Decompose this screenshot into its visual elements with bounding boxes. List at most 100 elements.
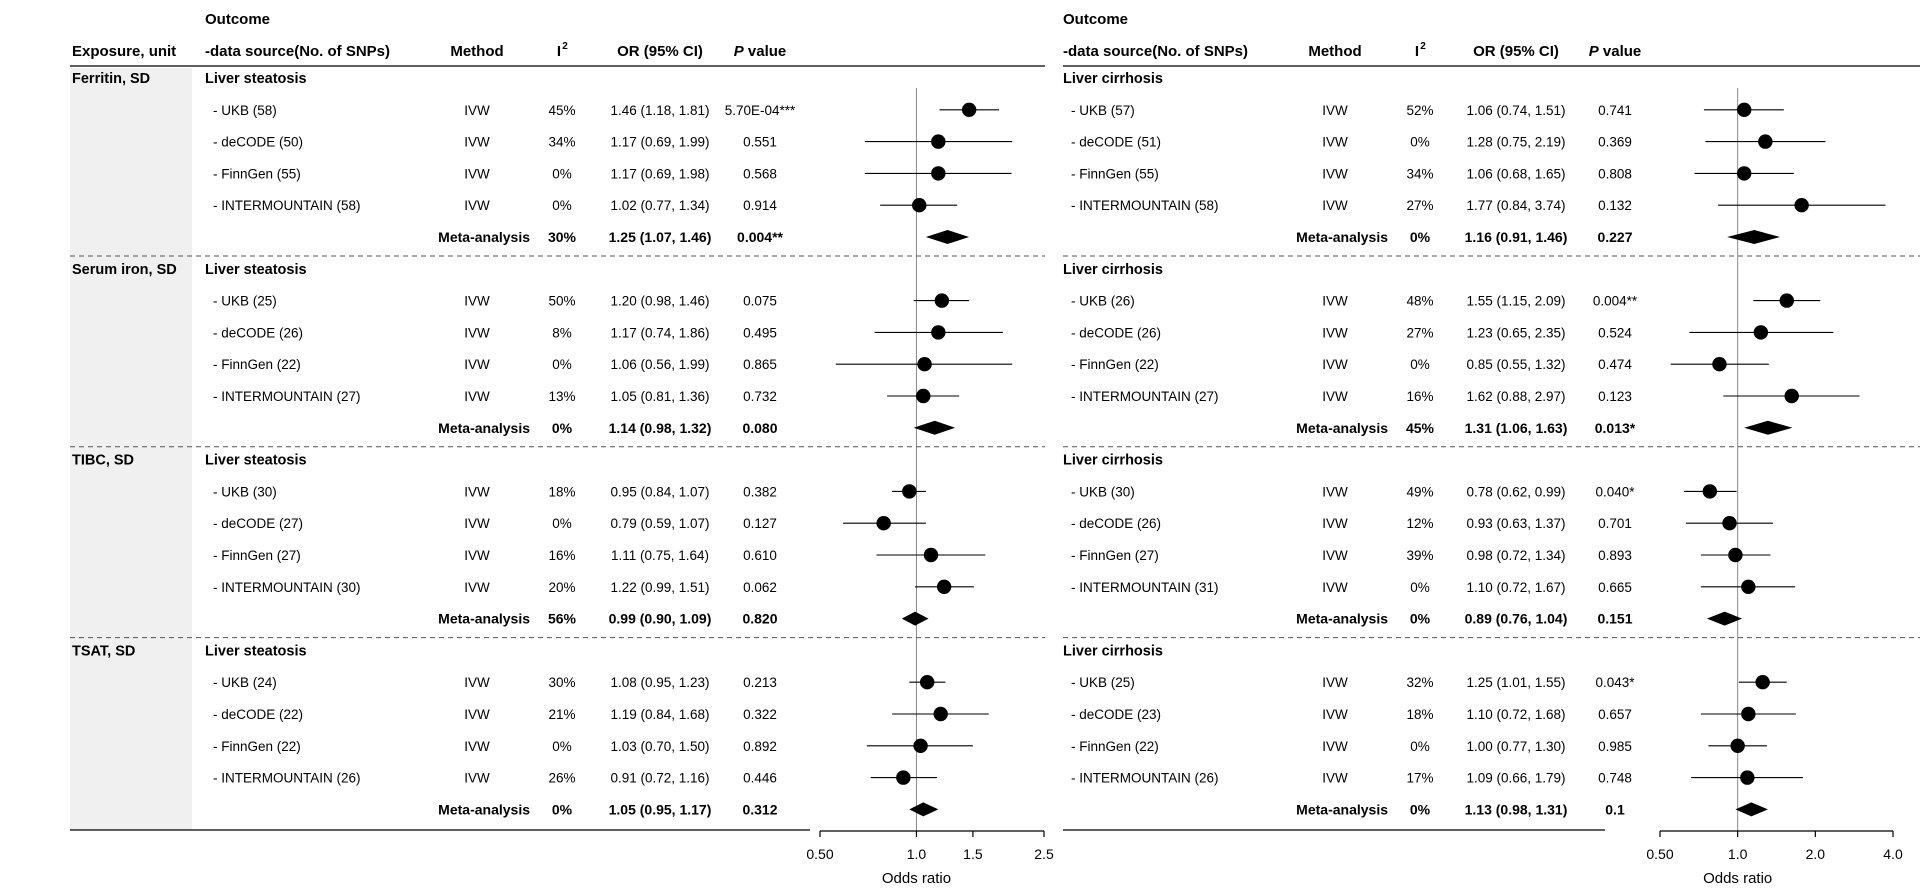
study-label: - INTERMOUNTAIN (31)	[1071, 580, 1219, 595]
x-tick-label: 2.0	[1806, 846, 1826, 862]
p-value: 0.985	[1598, 739, 1632, 754]
p-value: 0.701	[1598, 516, 1632, 531]
method-value: IVW	[464, 548, 490, 563]
point-estimate	[1741, 706, 1756, 722]
meta-p-value: 0.227	[1597, 229, 1632, 245]
header-outcome-top: Outcome	[205, 11, 270, 28]
meta-analysis-label: Meta-analysis	[1296, 420, 1388, 436]
study-label: - FinnGen (55)	[1071, 166, 1159, 181]
method-value: IVW	[464, 166, 490, 181]
point-estimate	[931, 134, 946, 149]
study-label: - deCODE (51)	[1071, 135, 1161, 150]
method-value: IVW	[464, 294, 490, 309]
header-p-italic: P	[734, 43, 745, 60]
meta-analysis-label: Meta-analysis	[438, 611, 530, 627]
header-method: Method	[450, 43, 503, 60]
study-label: - INTERMOUNTAIN (26)	[1071, 771, 1219, 786]
method-value: IVW	[1322, 484, 1348, 499]
header-p-value: P value	[1589, 43, 1642, 60]
i-squared-value: 18%	[548, 484, 575, 499]
meta-i-squared: 0%	[1410, 611, 1431, 627]
meta-analysis-label: Meta-analysis	[1296, 801, 1388, 817]
study-label: - FinnGen (22)	[213, 739, 301, 754]
i-squared-value: 50%	[548, 294, 575, 309]
exposure-label: Ferritin, SD	[72, 71, 150, 87]
meta-or-ci: 1.05 (0.95, 1.17)	[609, 801, 712, 817]
i-squared-value: 32%	[1406, 675, 1433, 690]
method-value: IVW	[1322, 198, 1348, 213]
method-value: IVW	[1322, 580, 1348, 595]
or-ci-value: 1.10 (0.72, 1.68)	[1466, 707, 1565, 722]
p-value: 0.665	[1598, 580, 1632, 595]
study-label: - deCODE (26)	[213, 325, 303, 340]
meta-p-value: 0.312	[742, 801, 777, 817]
study-label: - INTERMOUNTAIN (30)	[213, 580, 361, 595]
study-label: - deCODE (22)	[213, 707, 303, 722]
study-label: - deCODE (50)	[213, 135, 303, 150]
or-ci-value: 0.79 (0.59, 1.07)	[610, 516, 709, 531]
or-ci-value: 0.85 (0.55, 1.32)	[1466, 357, 1565, 372]
method-value: IVW	[1322, 739, 1348, 754]
method-value: IVW	[464, 580, 490, 595]
i-squared-value: 0%	[552, 357, 572, 372]
method-value: IVW	[464, 707, 490, 722]
header-i-squared: I	[557, 43, 561, 60]
or-ci-value: 0.95 (0.84, 1.07)	[610, 484, 709, 499]
point-estimate	[1794, 198, 1809, 213]
or-ci-value: 0.78 (0.62, 0.99)	[1466, 484, 1565, 499]
or-ci-value: 1.22 (0.99, 1.51)	[610, 580, 709, 595]
i-squared-value: 45%	[548, 103, 575, 118]
method-value: IVW	[1322, 294, 1348, 309]
meta-i-squared: 0%	[552, 801, 573, 817]
i-squared-value: 12%	[1406, 516, 1433, 531]
p-value: 0.610	[743, 548, 777, 563]
p-value: 0.127	[743, 516, 777, 531]
meta-diamond	[1744, 420, 1793, 435]
meta-analysis-label: Meta-analysis	[438, 229, 530, 245]
p-value: 0.657	[1598, 707, 1632, 722]
study-label: - FinnGen (27)	[213, 548, 301, 563]
method-value: IVW	[1322, 135, 1348, 150]
point-estimate	[933, 706, 948, 722]
meta-i-squared: 30%	[548, 229, 577, 245]
i-squared-value: 0%	[552, 516, 572, 531]
x-axis-title: Odds ratio	[1703, 870, 1772, 887]
point-estimate	[919, 675, 935, 690]
or-ci-value: 1.20 (0.98, 1.46)	[610, 294, 709, 309]
method-value: IVW	[1322, 389, 1348, 404]
meta-diamond	[901, 611, 929, 626]
header-outcome-source: -data source(No. of SNPs)	[1063, 43, 1248, 60]
header-i-squared-sup: 2	[1420, 41, 1426, 52]
meta-i-squared: 56%	[548, 611, 577, 627]
i-squared-value: 21%	[548, 707, 575, 722]
p-value: 0.369	[1598, 135, 1632, 150]
header-i-squared-sup: 2	[562, 41, 568, 52]
header-p-suffix: value	[744, 43, 787, 60]
method-value: IVW	[1322, 707, 1348, 722]
header-method: Method	[1308, 43, 1361, 60]
or-ci-value: 1.02 (0.77, 1.34)	[610, 198, 709, 213]
method-value: IVW	[464, 771, 490, 786]
point-estimate	[1784, 388, 1799, 404]
study-label: - FinnGen (22)	[213, 357, 301, 372]
or-ci-value: 0.91 (0.72, 1.16)	[610, 771, 709, 786]
i-squared-value: 0%	[1410, 357, 1430, 372]
method-value: IVW	[1322, 771, 1348, 786]
meta-p-value: 0.080	[742, 420, 777, 436]
or-ci-value: 1.55 (1.15, 2.09)	[1466, 294, 1565, 309]
exposure-label: Serum iron, SD	[72, 262, 177, 278]
x-tick-label: 4.0	[1883, 846, 1903, 862]
study-label: - deCODE (26)	[1071, 325, 1161, 340]
meta-analysis-label: Meta-analysis	[1296, 229, 1388, 245]
meta-diamond	[913, 420, 956, 435]
study-label: - INTERMOUNTAIN (58)	[1071, 198, 1219, 213]
p-value: 0.892	[743, 739, 777, 754]
study-label: - INTERMOUNTAIN (27)	[213, 389, 361, 404]
study-label: - UKB (25)	[213, 294, 277, 309]
study-label: - UKB (30)	[1071, 484, 1135, 499]
or-ci-value: 0.93 (0.63, 1.37)	[1466, 516, 1565, 531]
x-tick-label: 0.50	[806, 846, 833, 862]
header-or-ci: OR (95% CI)	[1473, 43, 1559, 60]
x-tick-label: 0.50	[1646, 846, 1673, 862]
